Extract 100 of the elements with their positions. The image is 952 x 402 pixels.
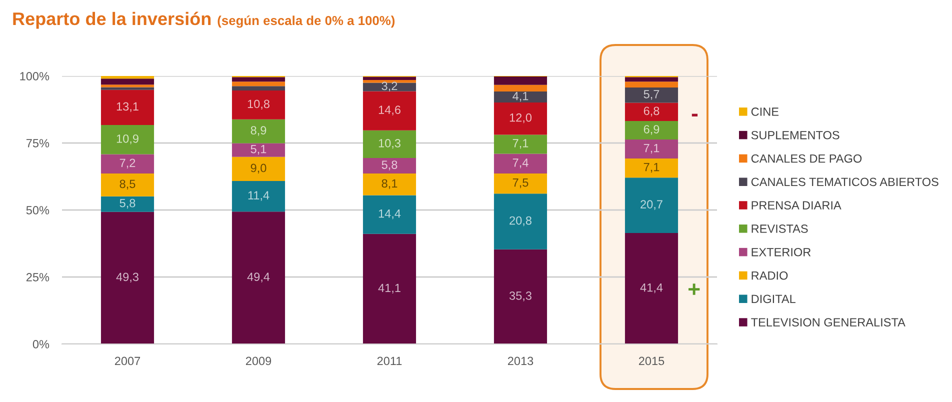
data-label: 7,1 <box>644 162 660 173</box>
y-tick-label: 25% <box>26 273 50 282</box>
bar <box>232 86 286 90</box>
legend-label: DIGITAL <box>752 294 796 304</box>
data-label: 20,7 <box>640 200 662 210</box>
data-label: 5,8 <box>120 198 136 209</box>
y-tick-label: 100% <box>20 72 50 80</box>
data-label: 7,2 <box>120 158 136 168</box>
data-label: 9,0 <box>250 164 266 174</box>
bar <box>232 156 286 182</box>
data-label: 12,0 <box>510 113 532 124</box>
legend-label: CANALES TEMATICOS ABIERTOS <box>751 178 938 186</box>
data-label: 5,8 <box>382 160 398 170</box>
bar <box>100 87 154 90</box>
bar <box>232 143 286 157</box>
bar <box>100 125 154 154</box>
legend-label: PRENSA DIARIA <box>752 201 842 210</box>
bar <box>624 88 678 103</box>
bar <box>624 178 678 234</box>
data-label: 41,4 <box>640 283 663 294</box>
bar <box>100 76 154 79</box>
data-label: 13,1 <box>116 102 138 112</box>
bar <box>232 212 286 344</box>
bar <box>362 130 416 158</box>
x-tick-label: 2009 <box>246 356 272 366</box>
data-label: 8,9 <box>250 126 266 136</box>
data-label: 10,8 <box>248 100 270 110</box>
x-tick-label: 2013 <box>508 356 534 366</box>
bar <box>100 84 154 88</box>
chart-subtitle: (según escala de 0% a 100%) <box>218 16 395 28</box>
data-label: 10,9 <box>116 134 138 144</box>
data-label: 49,4 <box>247 272 270 282</box>
data-label: 20,8 <box>510 216 532 226</box>
data-label: 6,8 <box>644 106 660 116</box>
bar <box>100 174 154 196</box>
data-label: 41,1 <box>378 284 400 294</box>
y-tick-label: 75% <box>26 139 50 148</box>
legend-label: CINE <box>751 108 779 116</box>
annotation: - <box>692 114 698 116</box>
bar <box>624 77 678 82</box>
data-label: 8,1 <box>382 179 398 189</box>
bar <box>494 102 548 135</box>
bar <box>100 196 154 212</box>
bar <box>494 84 548 92</box>
bar <box>362 76 416 80</box>
bar <box>100 78 154 85</box>
bar <box>100 154 154 174</box>
bar <box>232 119 286 144</box>
data-label: 5,1 <box>250 145 266 155</box>
bar <box>624 102 678 122</box>
bar <box>100 212 154 344</box>
data-label: 7,1 <box>644 144 660 154</box>
data-label: 7,1 <box>512 139 528 149</box>
legend-label: REVISTAS <box>752 224 808 233</box>
data-label: 14,6 <box>378 106 400 116</box>
bar <box>232 181 286 212</box>
data-label: 6,9 <box>644 125 660 135</box>
data-label: 35,3 <box>509 292 532 302</box>
data-label: 14,4 <box>378 209 401 220</box>
bar <box>494 249 548 344</box>
bar <box>362 82 416 92</box>
legend-label: TELEVISION GENERALISTA <box>751 318 906 327</box>
bar <box>362 80 416 83</box>
bar <box>494 154 548 174</box>
legend-label: RADIO <box>752 271 788 280</box>
x-tick-label: 2015 <box>638 356 664 366</box>
annotation: + <box>688 284 700 295</box>
bar <box>494 134 548 154</box>
bar <box>232 82 286 86</box>
bar <box>232 90 286 120</box>
x-tick-label: 2007 <box>114 356 140 366</box>
data-label: 8,5 <box>120 180 136 190</box>
bar <box>494 174 548 194</box>
bar <box>362 158 416 174</box>
x-tick-label: 2011 <box>377 356 402 366</box>
bar <box>362 174 416 196</box>
chart-title: Reparto de la inversión <box>13 12 211 29</box>
bar <box>362 234 416 344</box>
data-label: 3,2 <box>382 82 398 92</box>
legend-label: CANALES DE PAGO <box>751 154 862 163</box>
data-label: 7,4 <box>512 158 528 168</box>
data-label: 4,1 <box>512 92 528 102</box>
data-label: 5,7 <box>644 90 660 100</box>
bar <box>624 140 678 159</box>
bar <box>362 195 416 234</box>
bar <box>362 91 416 130</box>
bar <box>494 194 548 250</box>
bar <box>494 92 548 103</box>
data-label: 11,4 <box>248 191 270 201</box>
legend-label: EXTERIOR <box>752 248 811 256</box>
y-tick-label: 50% <box>26 206 50 214</box>
bar <box>624 82 678 88</box>
bar <box>624 158 678 178</box>
bar <box>100 90 154 126</box>
y-tick-label: 0% <box>32 340 50 348</box>
legend-label: SUPLEMENTOS <box>751 130 840 140</box>
bar <box>624 233 678 344</box>
bar <box>232 77 286 82</box>
data-label: 7,5 <box>512 178 528 188</box>
bar <box>624 121 678 140</box>
